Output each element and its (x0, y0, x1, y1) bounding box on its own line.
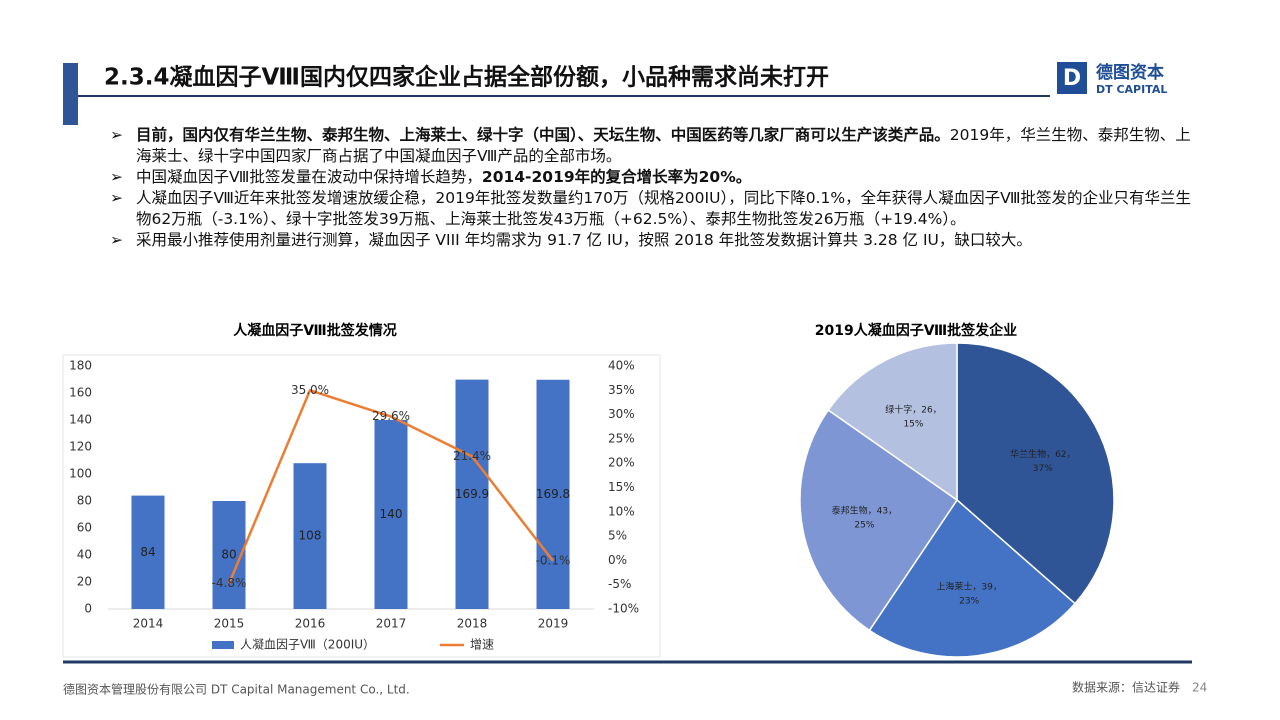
data-label: 169.9 (455, 487, 489, 501)
data-label: 140 (380, 507, 403, 521)
bullet-text: 人凝血因子Ⅷ近年来批签发增速放缓企稳，2019年批签发数量约170万（规格200… (136, 189, 1191, 228)
y2-tick-label: 35% (608, 383, 635, 397)
y-tick-label: 100 (69, 467, 92, 481)
bar (455, 379, 489, 609)
pie-label: 泰邦生物，43， 25% (832, 504, 897, 530)
bullet: 中国凝血因子Ⅷ批签发量在波动中保持增长趋势，2014-2019年的复合增长率为2… (110, 167, 1200, 188)
y2-tick-label: 20% (608, 456, 635, 470)
y2-tick-label: 5% (608, 529, 627, 543)
bullet-list: 目前，国内仅有华兰生物、泰邦生物、上海莱士、绿十字（中国）、天坛生物、中国医药等… (110, 125, 1200, 251)
x-tick-label: 2018 (457, 617, 488, 631)
legend-label: 增速 (470, 638, 494, 652)
bullet: 目前，国内仅有华兰生物、泰邦生物、上海莱士、绿十字（中国）、天坛生物、中国医药等… (110, 125, 1200, 167)
data-label: 108 (299, 529, 322, 543)
pie-slice (868, 498, 1077, 658)
y2-tick-label: 0% (608, 553, 627, 567)
bar (293, 463, 327, 609)
bullet: 采用最小推荐使用剂量进行测算，凝血因子 VIII 年均需求为 91.7 亿 IU… (110, 230, 1200, 251)
bullet: 人凝血因子Ⅷ近年来批签发增速放缓企稳，2019年批签发数量约170万（规格200… (110, 188, 1200, 230)
x-tick-label: 2019 (538, 617, 569, 631)
data-label: -0.1% (536, 553, 571, 567)
chart-title: 2019人凝血因子Ⅷ批签发企业 (815, 322, 1017, 339)
data-label: 29.6% (372, 409, 410, 423)
pie-label: 上海莱士，39， 23% (936, 580, 1001, 606)
y2-tick-label: 40% (608, 359, 635, 373)
title-bar (63, 63, 78, 125)
bullet-text: 中国凝血因子Ⅷ批签发量在波动中保持增长趋势， (136, 168, 482, 186)
footer-company: 德图资本管理股份有限公司 DT Capital Management Co., … (63, 682, 410, 697)
y-tick-label: 80 (77, 494, 92, 508)
growth-line (227, 388, 554, 585)
y-tick-label: 140 (69, 413, 92, 427)
logo-en: DT CAPITAL (1096, 83, 1167, 96)
data-label: 84 (140, 545, 155, 559)
pie-label: 华兰生物，62， 37% (1010, 448, 1075, 474)
legend-label: 人凝血因子Ⅷ（200IU） (240, 637, 375, 652)
footer-source: 数据来源：信达证券 (1072, 680, 1180, 695)
pie-slice (956, 342, 1115, 605)
data-label: -4.8% (212, 576, 247, 590)
x-tick-label: 2014 (133, 617, 164, 631)
pie-label: 绿十字，26， 15% (885, 403, 941, 429)
y-tick-label: 20 (77, 575, 92, 589)
x-tick-label: 2015 (214, 617, 245, 631)
data-label: 169.8 (536, 487, 570, 501)
x-tick-label: 2017 (376, 617, 407, 631)
pie-slice (827, 342, 958, 502)
bullet-text: 2014-2019年的复合增长率为20%。 (481, 168, 752, 186)
x-tick-label: 2016 (295, 617, 326, 631)
bar (374, 420, 408, 609)
y2-tick-label: -10% (608, 602, 639, 616)
slide-title: 2.3.4凝血因子Ⅷ国内仅四家企业占据全部份额，小品种需求尚未打开 (104, 64, 829, 91)
logo-glyph: D (1063, 66, 1081, 91)
y-tick-label: 40 (77, 548, 92, 562)
y-tick-label: 180 (69, 359, 92, 373)
bullet-text: 采用最小推荐使用剂量进行测算，凝血因子 VIII 年均需求为 91.7 亿 IU… (136, 231, 1032, 249)
data-label: 80 (221, 548, 236, 562)
bar (536, 379, 570, 609)
y2-tick-label: 15% (608, 480, 635, 494)
y2-tick-label: -5% (608, 577, 631, 591)
bullet-text: 2019年，华兰生物、泰邦生物、上海莱士、绿十字中国四家厂商占据了中国凝血因子Ⅷ… (136, 126, 1191, 165)
y2-tick-label: 30% (608, 407, 635, 421)
y2-tick-label: 10% (608, 504, 635, 518)
logo-mark (1057, 62, 1087, 94)
page-number: 24 (1192, 681, 1207, 695)
y-tick-label: 120 (69, 440, 92, 454)
y-tick-label: 160 (69, 386, 92, 400)
y2-tick-label: 25% (608, 431, 635, 445)
y-tick-label: 0 (84, 602, 92, 616)
y-tick-label: 60 (77, 521, 92, 535)
data-label: 35.0% (291, 383, 329, 397)
bar (131, 495, 165, 609)
data-label: 21.4% (453, 449, 491, 463)
bullet-text: 目前，国内仅有华兰生物、泰邦生物、上海莱士、绿十字（中国）、天坛生物、中国医药等… (136, 126, 950, 144)
logo-cn: 德图资本 (1096, 62, 1164, 83)
chart-title: 人凝血因子Ⅷ批签发情况 (233, 322, 396, 339)
pie-slice (799, 409, 959, 632)
chart-frame (62, 354, 661, 658)
legend-swatch (212, 641, 234, 649)
